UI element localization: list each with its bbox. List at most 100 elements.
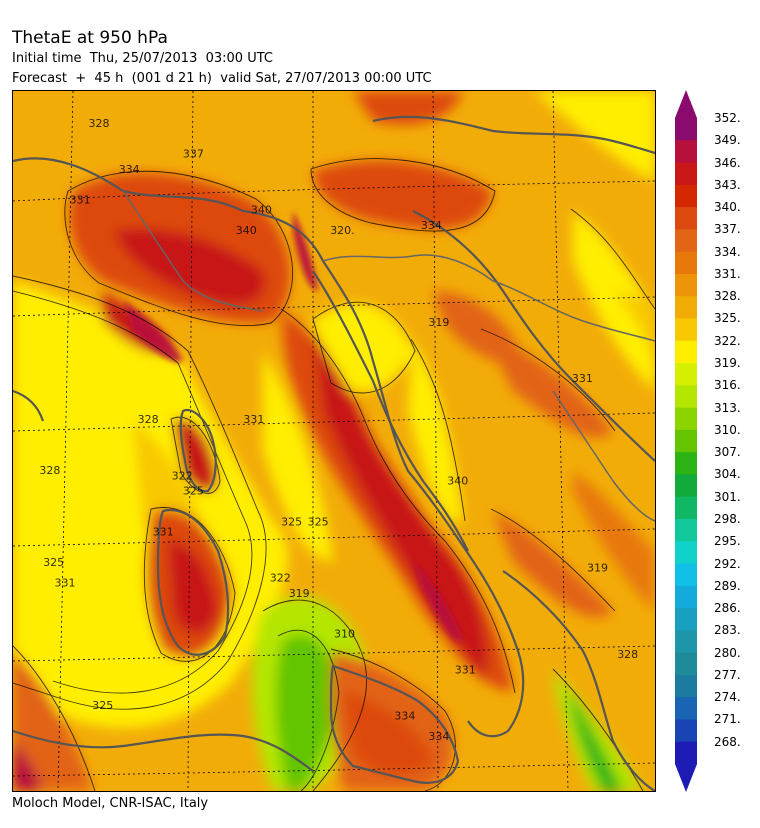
colorbar-label: 334. [714,244,741,259]
contour-label: 340 [236,224,257,237]
colorbar-label: 295. [714,534,741,549]
colorbar-label: 340. [714,200,741,215]
contour-label: 325 [183,485,204,498]
colorbar-swatch-280 [675,652,697,676]
colorbar-bottom-arrow [675,764,697,792]
colorbar-swatch-268 [675,741,697,765]
thetae-map-canvas: 328 337 334 331 340 340 320. 334 319 331 328 328 322… [13,91,655,791]
colorbar-svg [675,90,697,792]
contour-label: 328 [138,413,159,426]
contour-label: 331 [243,413,264,426]
contour-label: 322 [172,469,193,482]
colorbar-swatch-298 [675,518,697,542]
colorbar-swatch-307 [675,452,697,475]
colorbar-swatch-319 [675,363,697,386]
thetae-map: 328 337 334 331 340 340 320. 334 319 331 328 328 322… [12,90,656,792]
colorbar-label: 328. [714,289,741,304]
colorbar-label: 313. [714,400,741,415]
colorbar-label: 283. [714,623,741,638]
colorbar-swatch-334 [675,251,697,275]
contour-labels: 328 337 334 331 340 340 320. 334 319 331 328 328 322… [39,117,638,743]
colorbar-label: 316. [714,378,741,393]
colorbar-swatch-313 [675,407,697,431]
contour-label: 331 [55,577,76,590]
colorbar-label: 280. [714,645,741,660]
contour-label: 328 [39,464,60,477]
contour-label: 331 [572,372,593,385]
border-lines [122,190,655,522]
colorbar-swatch-283 [675,630,697,654]
forecast-valid-label: Forecast + 45 h (001 d 21 h) valid Sat, … [12,71,432,86]
contour-label: 331 [455,664,476,677]
colorbar-swatch-277 [675,674,697,698]
colorbar-swatch-292 [675,563,697,587]
colorbar-label: 286. [714,601,741,616]
colorbar-label: 352. [714,111,741,125]
colorbar-label: 349. [714,133,741,148]
colorbar-swatch-340 [675,207,697,230]
contour-label: 328 [617,648,638,661]
colorbar-label: 310. [714,422,741,437]
contour-label: 328 [89,117,110,130]
colorbar-label: 307. [714,445,741,460]
contour-label: 325 [43,556,64,569]
colorbar-label: 319. [714,356,741,371]
contour-label: 325 [281,515,302,528]
colorbar-swatch-301 [675,496,697,520]
contour-label: 325 [92,699,113,712]
colorbar-swatch-331 [675,273,697,297]
colorbar-swatch-325 [675,318,697,342]
contour-label: 320. [330,224,355,237]
colorbar-swatch-352 [675,118,697,141]
contour-label: 334 [394,710,415,723]
contour-label: 334 [421,219,442,232]
contour-label: 322 [270,572,291,585]
contour-label: 319 [587,561,608,574]
colorbar-label: 325. [714,311,741,326]
colorbar-label: 271. [714,712,741,727]
geo-grid [13,91,655,791]
contour-label: 319 [289,587,310,600]
thetae-fill [13,91,655,791]
colorbar-label: 304. [714,467,741,482]
contour-label: 310 [334,628,355,641]
colorbar-swatch-328 [675,296,697,319]
colorbar-swatch-310 [675,429,697,453]
colorbar-swatch-337 [675,229,697,253]
colorbar-swatch-343 [675,184,697,208]
map-title: ThetaE at 950 hPa [12,28,168,48]
colorbar-label: 268. [714,734,741,749]
colorbar-swatch-322 [675,340,697,364]
colorbar-swatch-295 [675,541,697,565]
contour-label: 340 [251,204,272,217]
initial-time-label: Initial time Thu, 25/07/2013 03:00 UTC [12,51,273,66]
contour-label: 334 [428,730,449,743]
contour-label: 337 [183,147,204,160]
colorbar-label: 289. [714,578,741,593]
colorbar-swatch-349 [675,140,697,164]
model-credit: Moloch Model, CNR-ISAC, Italy [12,796,209,811]
colorbar-label: 331. [714,266,741,281]
colorbar-swatch-289 [675,585,697,609]
contour-label: 331 [153,526,174,539]
colorbar-label: 277. [714,667,741,682]
contour-label: 340 [447,474,468,487]
colorbar-swatch-304 [675,474,697,498]
contour-label: 331 [70,193,91,206]
contour-label: 319 [428,316,449,329]
colorbar-label: 298. [714,511,741,526]
colorbar-swatch-346 [675,162,697,186]
colorbar-swatch-271 [675,719,697,743]
colorbar-label: 346. [714,155,741,170]
colorbar-label: 322. [714,333,741,348]
colorbar-top-arrow [675,90,697,118]
contour-label: 334 [119,163,140,176]
colorbar-label: 292. [714,556,741,571]
colorbar [675,90,697,792]
colorbar-label: 301. [714,489,741,504]
colorbar-swatch-274 [675,697,697,720]
colorbar-swatch-286 [675,608,697,631]
coastlines [13,115,655,791]
thetae-contours [13,158,655,791]
